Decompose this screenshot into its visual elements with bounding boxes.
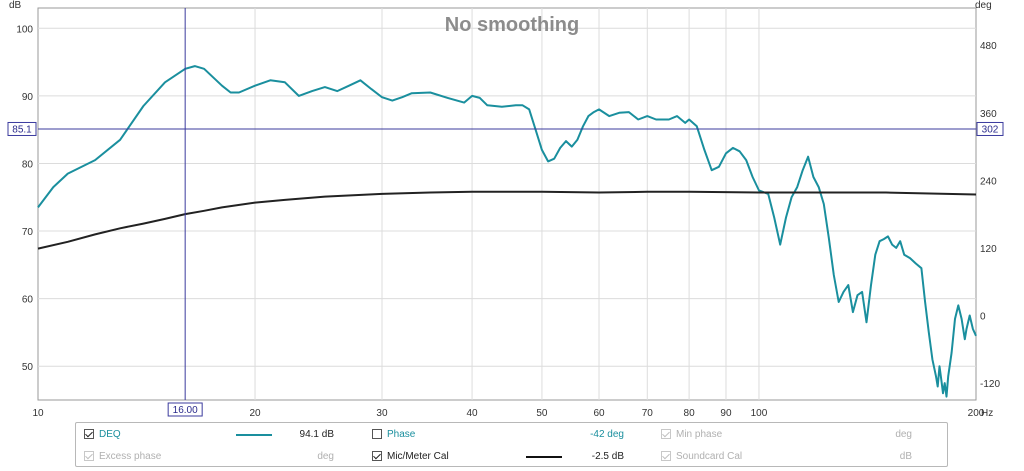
- legend-mic-meter-cal-toggle[interactable]: Mic/Meter Cal: [372, 448, 449, 464]
- mic-meter-cal-line: [37, 190, 977, 250]
- cursor-y-left-label-box: [7, 121, 37, 136]
- mic-meter-cal-value: -2.5 dB: [591, 450, 624, 462]
- y-right-tick-label: 120: [980, 244, 997, 255]
- deq-line: [37, 65, 977, 398]
- y-right-tick-label: 480: [980, 41, 997, 52]
- y-right-tick-label: 240: [980, 176, 997, 187]
- y-left-tick-label: 50: [22, 362, 34, 373]
- y-left-unit-label: dB: [9, 0, 22, 11]
- cursor-x-label-box: [167, 402, 203, 417]
- legend-soundcard-cal-toggle: Soundcard Cal: [661, 448, 742, 464]
- y-left-tick-label: 60: [22, 295, 34, 306]
- y-left-tick-label: 80: [22, 159, 34, 170]
- cursor[interactable]: 85.1 302 16.00: [7, 8, 1004, 417]
- deq-checkbox[interactable]: [84, 429, 94, 439]
- cursor-y-right-label: 302: [982, 124, 999, 135]
- x-tick-label: 20: [249, 408, 261, 419]
- deq-swatch: [236, 434, 272, 436]
- x-tick-label: 60: [593, 408, 605, 419]
- y-right-tick-label: -120: [980, 379, 1000, 390]
- y-right-tick-label: 0: [980, 312, 986, 323]
- phase-value: -42 deg: [590, 428, 624, 440]
- x-tick-label: 80: [684, 408, 696, 419]
- x-unit-label: Hz: [981, 408, 993, 419]
- x-tick-label: 90: [720, 408, 732, 419]
- soundcard-cal-checkbox: [661, 451, 671, 461]
- legend-phase-toggle[interactable]: Phase: [372, 426, 415, 442]
- x-tick-label: 70: [642, 408, 654, 419]
- soundcard-cal-value: dB: [899, 450, 912, 462]
- min-phase-checkbox: [661, 429, 671, 439]
- x-tick-label: 40: [467, 408, 479, 419]
- legend: DEQ 94.1 dB Phase -42 deg Min phase deg …: [75, 422, 948, 467]
- excess-phase-label: Excess phase: [99, 450, 162, 462]
- legend-min-phase-toggle: Min phase: [661, 426, 722, 442]
- legend-excess-phase-toggle: Excess phase: [84, 448, 161, 464]
- grid: [38, 8, 976, 400]
- mic-meter-cal-swatch: [526, 456, 562, 458]
- x-tick-label: 50: [536, 408, 548, 419]
- series-lines: [37, 65, 977, 398]
- cursor-x-label: 16.00: [173, 405, 198, 416]
- cursor-y-right-label-box: [976, 121, 1004, 136]
- phase-checkbox[interactable]: [372, 429, 382, 439]
- excess-phase-checkbox: [84, 451, 94, 461]
- legend-deq-toggle[interactable]: DEQ: [84, 426, 121, 442]
- x-tick-label: 30: [376, 408, 388, 419]
- deq-label: DEQ: [99, 428, 121, 440]
- y-right-unit-label: deg: [975, 0, 992, 11]
- x-tick-label: 10: [32, 408, 44, 419]
- chart-title: No smoothing: [445, 14, 579, 36]
- cursor-y-left-label: 85.1: [12, 124, 32, 135]
- min-phase-label: Min phase: [676, 428, 723, 440]
- excess-phase-value: deg: [317, 450, 334, 462]
- phase-label: Phase: [387, 428, 416, 440]
- deq-value: 94.1 dB: [299, 428, 334, 440]
- y-right-tick-label: 360: [980, 109, 997, 120]
- y-left-tick-label: 90: [22, 92, 34, 103]
- y-left-tick-label: 100: [16, 24, 33, 35]
- min-phase-value: deg: [895, 428, 912, 440]
- soundcard-cal-label: Soundcard Cal: [676, 450, 743, 462]
- x-tick-label: 200: [968, 408, 985, 419]
- chart[interactable]: No smoothing dB deg Hz 10 20 30 40 50 60 70 80 9…: [0, 0, 1024, 420]
- mic-meter-cal-label: Mic/Meter Cal: [387, 450, 449, 462]
- x-tick-label: 100: [751, 408, 768, 419]
- plot-area[interactable]: [37, 7, 977, 401]
- y-left-tick-label: 70: [22, 227, 34, 238]
- mic-meter-cal-checkbox[interactable]: [372, 451, 382, 461]
- tick-labels: 10 20 30 40 50 60 70 80 90 100 200 50 60 70 80 90 100 -12…: [16, 24, 1000, 419]
